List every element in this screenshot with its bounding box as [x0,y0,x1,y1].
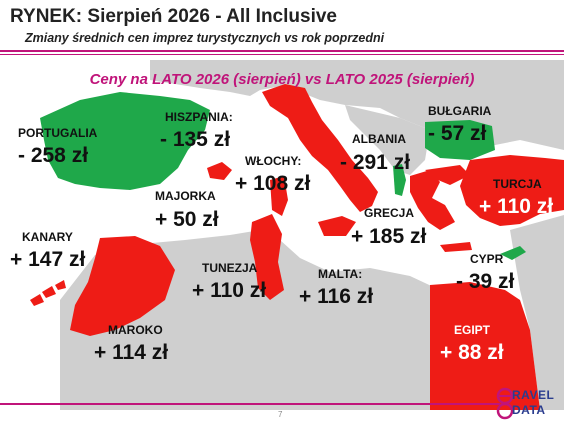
canary-island-3 [55,280,66,290]
travel-data-logo: RAVEL DATA [496,386,560,420]
sardinia-red [270,176,288,216]
value-portugal: - 258 zł [18,144,89,167]
albania-green [393,164,406,196]
egypt-red [430,282,540,410]
label-canaries: KANARY [22,230,73,244]
value-italy: + 108 zł [235,172,311,195]
middle-east-land [510,215,564,410]
label-tunisia: TUNEZJA [202,261,258,275]
value-canaries: + 147 zł [10,248,86,271]
value-spain: - 135 zł [160,128,231,151]
header-divider-thin [0,54,564,55]
greece-north-red [425,165,470,185]
morocco-red [70,236,175,336]
mediterranean-map [0,60,564,410]
greece-red [410,170,455,230]
label-greece: GRECJA [364,206,415,220]
map-heading: Ceny na LATO 2026 (sierpień) vs LATO 202… [89,71,475,88]
value-greece: + 185 zł [351,225,427,248]
page-title: RYNEK: Sierpień 2026 - All Inclusive [10,6,337,27]
logo-icon [496,387,514,420]
value-bulgaria: - 57 zł [428,122,487,145]
label-malta: MALTA: [318,267,363,281]
italy-red [262,84,378,212]
canary-island-2 [42,286,56,298]
crete-red [440,242,472,252]
cyprus-green [500,246,526,260]
majorca-red [207,162,232,180]
bulgaria-green [425,120,495,160]
value-morocco: + 114 zł [94,341,169,364]
label-egypt: EGIPT [454,323,491,337]
header-divider [0,50,564,52]
value-albania: - 291 zł [340,151,411,174]
value-tunisia: + 110 zł [192,279,267,302]
label-cyprus: CYPR [470,252,504,266]
label-majorca: MAJORKA [155,189,216,203]
value-turkey: + 110 zł [479,195,554,218]
label-albania: ALBANIA [352,132,406,146]
page-subtitle: Zmiany średnich cen imprez turystycznych… [25,31,385,45]
value-egypt: + 88 zł [440,341,504,364]
page-number: 7 [278,410,283,419]
label-italy: WŁOCHY: [245,154,302,168]
footer-divider [0,403,500,405]
sicily-red [318,216,356,236]
label-turkey: TURCJA [493,177,542,191]
canary-island-1 [30,294,44,306]
label-spain: HISZPANIA: [165,110,233,124]
label-morocco: MAROKO [108,323,163,337]
value-majorca: + 50 zł [155,208,219,231]
label-bulgaria: BUŁGARIA [428,104,492,118]
tunisia-red [250,214,284,300]
logo-line-1: RAVEL [512,388,555,402]
value-cyprus: - 39 zł [456,270,515,293]
label-portugal: PORTUGALIA [18,126,98,140]
turkey-red [460,155,564,226]
iberia-green [40,92,210,190]
value-malta: + 116 zł [299,285,374,308]
balkans-land [345,105,430,175]
logo-line-2: DATA [512,403,546,417]
